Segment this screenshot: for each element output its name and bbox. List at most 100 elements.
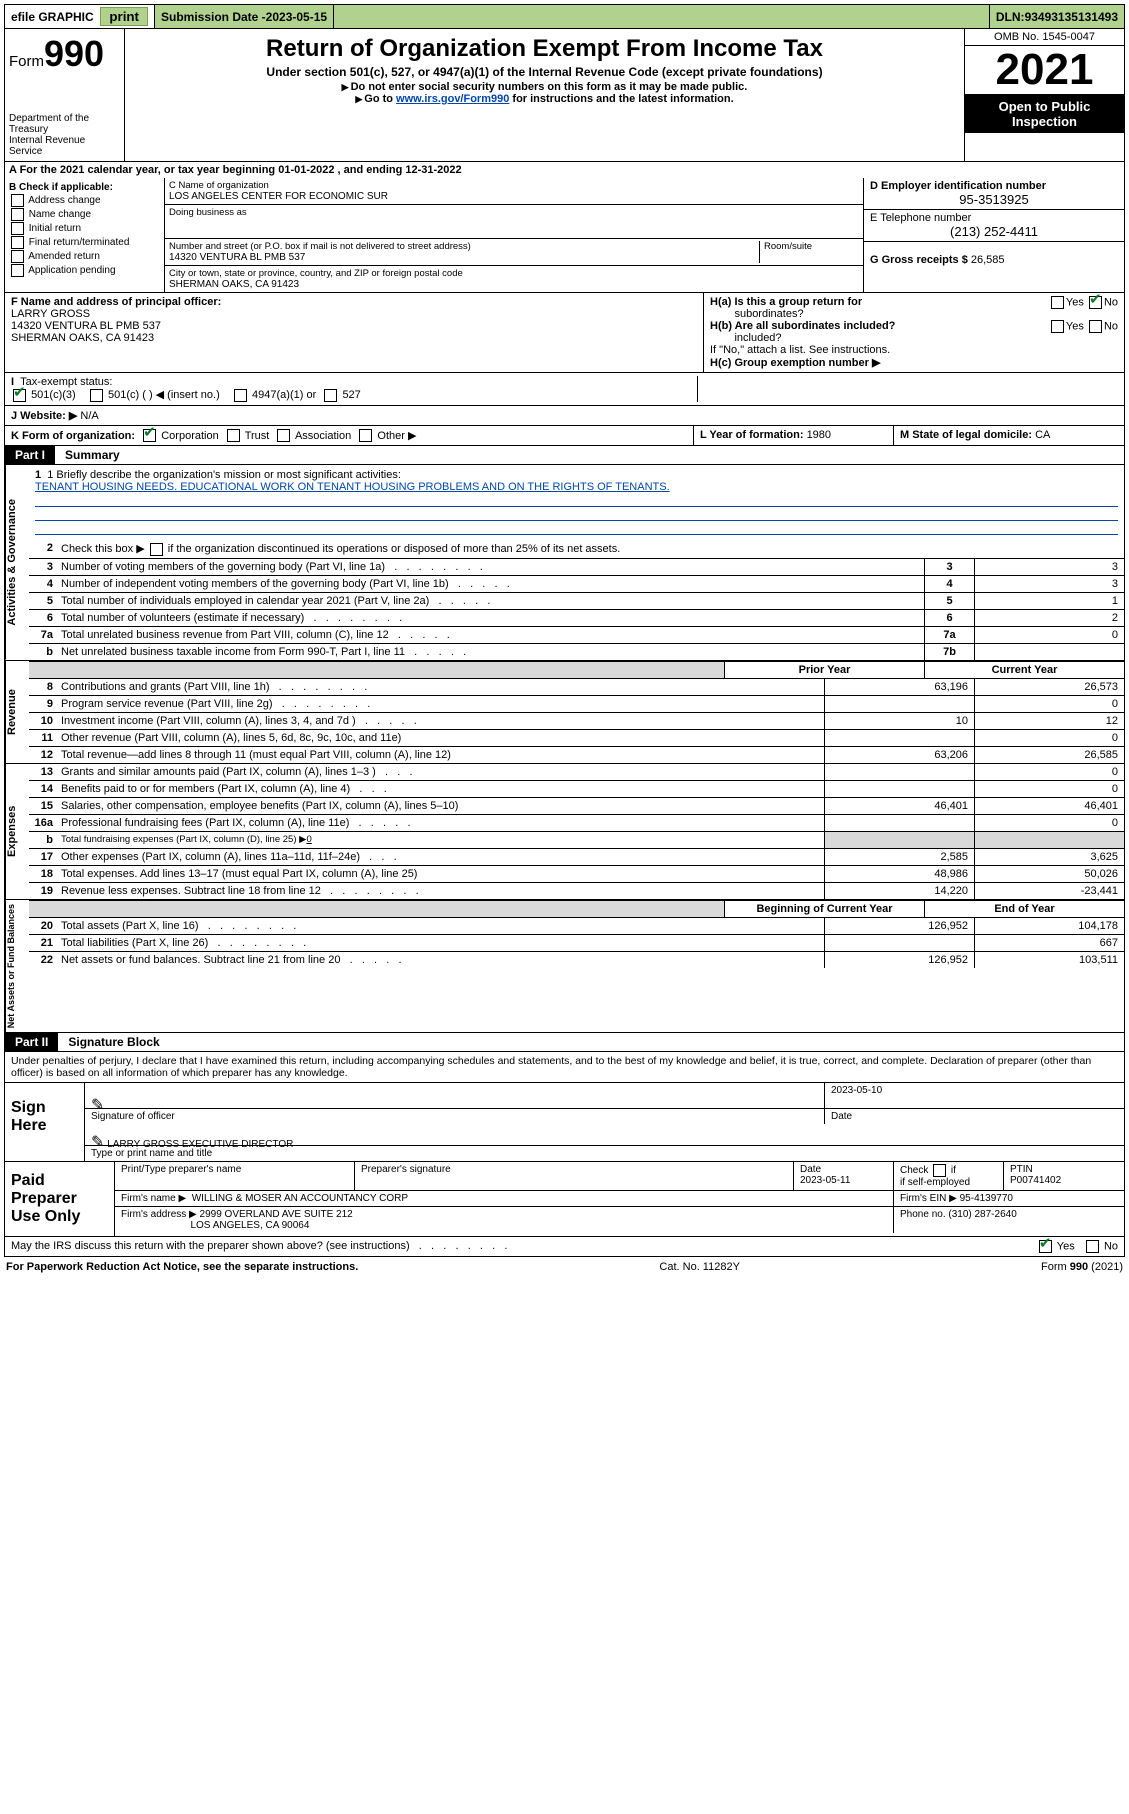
line-22-cy: 103,511 — [974, 952, 1124, 968]
firm-name: WILLING & MOSER AN ACCOUNTANCY CORP — [192, 1193, 408, 1204]
checkbox-address-change[interactable] — [11, 194, 24, 207]
line-9-cy: 0 — [974, 696, 1124, 712]
part-1-header: Part I Summary — [4, 446, 1125, 465]
checkbox-self-employed[interactable] — [933, 1164, 946, 1177]
perjury-declaration: Under penalties of perjury, I declare th… — [4, 1052, 1125, 1083]
checkbox-ha-yes[interactable] — [1051, 296, 1064, 309]
line-14-cy: 0 — [974, 781, 1124, 797]
tax-year: 2021 — [965, 46, 1124, 94]
col-current-year: Current Year — [924, 662, 1124, 678]
line-19-cy: -23,441 — [974, 883, 1124, 899]
checkbox-irs-yes[interactable] — [1039, 1240, 1052, 1253]
checkbox-irs-no[interactable] — [1086, 1240, 1099, 1253]
section-c: C Name of organization LOS ANGELES CENTE… — [165, 178, 864, 292]
form-title: Return of Organization Exempt From Incom… — [131, 35, 958, 63]
line-18-cy: 50,026 — [974, 866, 1124, 882]
checkbox-527[interactable] — [324, 389, 337, 402]
line-10-py: 10 — [824, 713, 974, 729]
col-beginning-year: Beginning of Current Year — [724, 901, 924, 917]
checkbox-trust[interactable] — [227, 429, 240, 442]
org-address: 14320 VENTURA BL PMB 537 — [169, 252, 305, 263]
line-15-py: 46,401 — [824, 798, 974, 814]
part-2-header: Part II Signature Block — [4, 1033, 1125, 1052]
line-8-py: 63,196 — [824, 679, 974, 695]
line-20-cy: 104,178 — [974, 918, 1124, 934]
print-button[interactable]: print — [100, 7, 148, 26]
org-city: SHERMAN OAKS, CA 91423 — [169, 279, 299, 290]
section-f-h: F Name and address of principal officer:… — [4, 293, 1125, 373]
line-12-py: 63,206 — [824, 747, 974, 763]
sign-here-block: Sign Here ✎ 2023-05-10 Signature of offi… — [4, 1083, 1125, 1162]
line-4-value: 3 — [974, 576, 1124, 592]
tax-year-line: A For the 2021 calendar year, or tax yea… — [4, 162, 1125, 178]
checkbox-discontinued[interactable] — [150, 543, 163, 556]
submission-date: Submission Date - 2023-05-15 — [155, 5, 334, 28]
col-end-year: End of Year — [924, 901, 1124, 917]
row-j-website: J Website: ▶ N/A — [4, 406, 1125, 426]
section-deg: D Employer identification number 95-3513… — [864, 178, 1124, 292]
firm-phone: (310) 287-2640 — [948, 1209, 1016, 1220]
department-label: Department of the Treasury Internal Reve… — [9, 113, 120, 157]
line-18-py: 48,986 — [824, 866, 974, 882]
checkbox-ha-no[interactable] — [1089, 296, 1102, 309]
org-name: LOS ANGELES CENTER FOR ECONOMIC SUR — [169, 191, 388, 202]
efile-bar: efile GRAPHIC print Submission Date - 20… — [4, 4, 1125, 29]
line-7b-value — [974, 644, 1124, 660]
checkbox-app-pending[interactable] — [11, 264, 24, 277]
section-revenue: Revenue Prior Year Current Year 8 Contri… — [4, 660, 1125, 763]
line-15-cy: 46,401 — [974, 798, 1124, 814]
ein-value: 95-3513925 — [870, 192, 1118, 207]
checkbox-4947[interactable] — [234, 389, 247, 402]
line-22-py: 126,952 — [824, 952, 974, 968]
officer-name: LARRY GROSS — [11, 308, 90, 320]
firm-address-2: LOS ANGELES, CA 90064 — [190, 1220, 309, 1231]
checkbox-final-return[interactable] — [11, 236, 24, 249]
checkbox-other[interactable] — [359, 429, 372, 442]
form-header: Form990 Department of the Treasury Inter… — [4, 29, 1125, 162]
header-subtitle-2a: Do not enter social security numbers on … — [131, 81, 958, 93]
mission-text: TENANT HOUSING NEEDS. EDUCATIONAL WORK O… — [35, 481, 670, 493]
line-13-cy: 0 — [974, 764, 1124, 780]
dln: DLN: 93493135131493 — [990, 5, 1124, 28]
checkbox-initial-return[interactable] — [11, 222, 24, 235]
open-to-public: Open to PublicInspection — [965, 94, 1124, 133]
sign-date: 2023-05-10 — [824, 1083, 1124, 1109]
prep-date: 2023-05-11 — [800, 1175, 850, 1186]
gross-receipts: 26,585 — [971, 254, 1005, 266]
telephone-value: (213) 252-4411 — [870, 224, 1118, 239]
ptin-value: P00741402 — [1010, 1175, 1061, 1186]
row-klm: K Form of organization: Corporation Trus… — [4, 426, 1125, 447]
line-17-py: 2,585 — [824, 849, 974, 865]
line-19-py: 14,220 — [824, 883, 974, 899]
paid-preparer-block: Paid Preparer Use Only Print/Type prepar… — [4, 1162, 1125, 1237]
firm-ein: 95-4139770 — [960, 1193, 1013, 1204]
efile-graphic: efile GRAPHIC print — [5, 5, 155, 28]
line-3-value: 3 — [974, 559, 1124, 575]
firm-address-1: 2999 OVERLAND AVE SUITE 212 — [200, 1209, 353, 1220]
checkbox-501c3[interactable] — [13, 389, 26, 402]
checkbox-hb-yes[interactable] — [1051, 320, 1064, 333]
line-7a-value: 0 — [974, 627, 1124, 643]
line-10-cy: 12 — [974, 713, 1124, 729]
section-b: B Check if applicable: Address change Na… — [5, 178, 165, 292]
col-prior-year: Prior Year — [724, 662, 924, 678]
checkbox-501c[interactable] — [90, 389, 103, 402]
section-activities-governance: Activities & Governance 1 1 Briefly desc… — [4, 465, 1125, 660]
checkbox-amended[interactable] — [11, 250, 24, 263]
line-11-cy: 0 — [974, 730, 1124, 746]
checkbox-name-change[interactable] — [11, 208, 24, 221]
line-21-cy: 667 — [974, 935, 1124, 951]
section-expenses: Expenses 13 Grants and similar amounts p… — [4, 763, 1125, 899]
checkbox-hb-no[interactable] — [1089, 320, 1102, 333]
line-17-cy: 3,625 — [974, 849, 1124, 865]
state-domicile: CA — [1035, 429, 1050, 441]
checkbox-assoc[interactable] — [277, 429, 290, 442]
line-12-cy: 26,585 — [974, 747, 1124, 763]
header-subtitle-2b: Go to www.irs.gov/Form990 for instructio… — [131, 93, 958, 105]
checkbox-corp[interactable] — [143, 429, 156, 442]
header-subtitle-1: Under section 501(c), 527, or 4947(a)(1)… — [131, 65, 958, 79]
line-5-value: 1 — [974, 593, 1124, 609]
form990-link[interactable]: www.irs.gov/Form990 — [396, 93, 509, 105]
omb-number: OMB No. 1545-0047 — [965, 29, 1124, 46]
section-net-assets: Net Assets or Fund Balances Beginning of… — [4, 899, 1125, 1033]
